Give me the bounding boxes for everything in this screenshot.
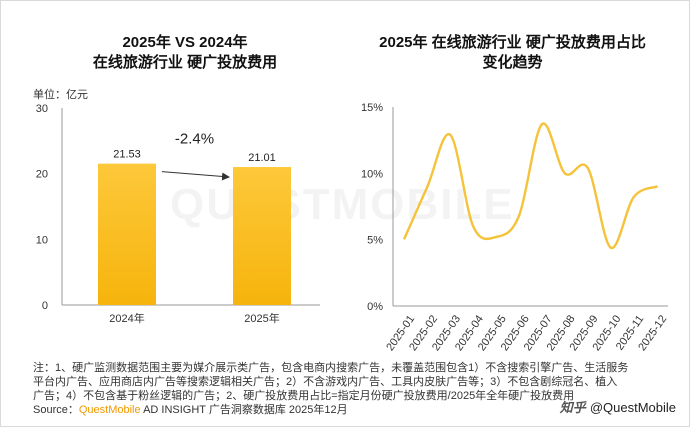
line-y-tick-label: 10% xyxy=(361,168,383,180)
line-point-2025-02 xyxy=(426,185,429,188)
line-chart-title: 2025年 在线旅游行业 硬广投放费用占比 变化趋势 xyxy=(355,33,670,73)
brand-mark-cn: 知乎 xyxy=(559,400,586,415)
footnote-line-1: 注：1、硬广监测数据范围主要为媒介展示类广告，包含电商内搜索广告，未覆盖范围包含… xyxy=(33,362,629,374)
line-point-2025-10 xyxy=(609,246,612,249)
bar-chart-unit-label: 单位：亿元 xyxy=(33,89,88,101)
source-line: Source：QuestMobile AD INSIGHT 广告洞察数据库 20… xyxy=(33,403,348,417)
brand-mark-en: @QuestMobile xyxy=(589,400,676,415)
brand-mark: 知乎 @QuestMobile xyxy=(560,397,676,416)
line-chart-title-line2: 变化趋势 xyxy=(482,54,543,71)
bar-y-tick-label: 20 xyxy=(36,169,48,181)
line-point-2025-08 xyxy=(563,172,567,175)
footnote-line-3: 广告；4）不包含基于粉丝逻辑的广告；2、硬广投放费用占比=指定月份硬广投放费用/… xyxy=(33,390,575,402)
bar-chart-title-line1: 2025年 VS 2024年 xyxy=(122,34,248,51)
bar-x-tick-label: 2024年 xyxy=(109,311,144,325)
line-point-2025-07 xyxy=(540,123,544,126)
bar-chart-title-line2: 在线旅游行业 硬广投放费用 xyxy=(92,54,278,71)
line-point-2025-01 xyxy=(403,237,406,240)
bar-value-label: 21.01 xyxy=(248,152,276,164)
bar-y-tick-label: 0 xyxy=(42,300,48,312)
footnote-line-2: 平台内广告、应用商店内广告等搜索逻辑相关广告；2）不含游戏内广告、工具内皮肤广告… xyxy=(33,376,618,388)
line-point-2025-11 xyxy=(632,196,635,199)
bar-y-tick-label: 30 xyxy=(36,103,48,115)
line-point-2025-12 xyxy=(655,185,658,188)
line-y-tick-label: 15% xyxy=(361,102,383,114)
change-annotation: -2.4% xyxy=(175,131,214,148)
line-point-2025-06 xyxy=(517,214,521,217)
bar-2024年 xyxy=(98,163,156,305)
line-point-2025-03 xyxy=(449,133,452,137)
line-y-tick-label: 0% xyxy=(367,301,383,313)
bar-chart-title: 2025年 VS 2024年 在线旅游行业 硬广投放费用 xyxy=(60,33,310,73)
bar-value-label: 21.53 xyxy=(113,149,141,161)
line-point-2025-09 xyxy=(586,166,589,170)
bar-2025年 xyxy=(233,167,291,305)
change-arrow xyxy=(161,171,230,181)
bar-y-tick-label: 10 xyxy=(36,234,48,246)
source-rest: AD INSIGHT 广告洞察数据库 2025年12月 xyxy=(140,404,348,416)
source-prefix: Source： xyxy=(33,404,79,416)
bar-x-tick-label: 2025年 xyxy=(244,311,279,325)
line-point-2025-04 xyxy=(472,225,475,228)
line-chart-title-line1: 2025年 在线旅游行业 硬广投放费用占比 xyxy=(379,34,646,51)
line-point-2025-05 xyxy=(494,235,498,239)
line-y-tick-label: 5% xyxy=(367,235,383,247)
source-brand: QuestMobile xyxy=(78,404,141,416)
line-series-2025 xyxy=(403,122,658,249)
watermark: QUESTMOBILE xyxy=(170,180,515,230)
